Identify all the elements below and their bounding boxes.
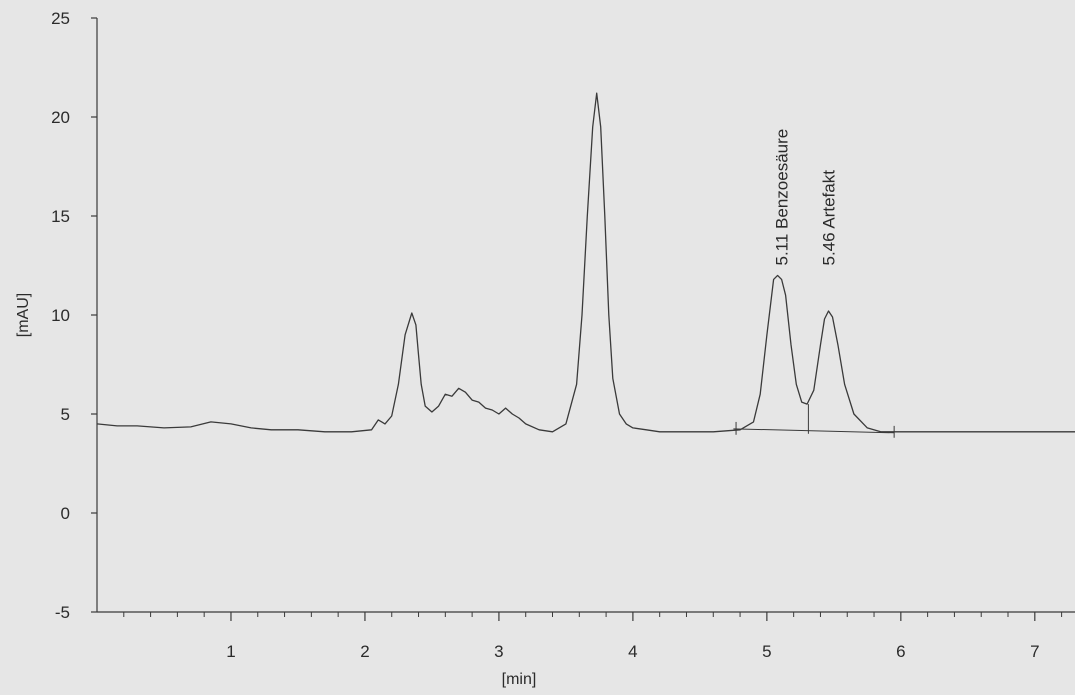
y-tick-label: 25 xyxy=(51,9,70,28)
series-group xyxy=(96,92,1075,433)
x-tick-label: 2 xyxy=(360,642,369,661)
x-tick-label: 4 xyxy=(628,642,637,661)
x-tick-label: 7 xyxy=(1030,642,1039,661)
y-tick-label: 10 xyxy=(51,306,70,325)
x-tick-label: 6 xyxy=(896,642,905,661)
x-tick-label: 3 xyxy=(494,642,503,661)
y-tick-label: 0 xyxy=(61,504,70,523)
chromatogram-trace xyxy=(96,92,1075,433)
y-tick-label: 15 xyxy=(51,207,70,226)
integration-baseline xyxy=(733,428,895,434)
axes-group: -5 0 5 10 15 20 25 1 2 3 4 5 6 7 xyxy=(51,9,1075,661)
y-tick-label: 20 xyxy=(51,108,70,127)
peak-label: 5.11 Benzoesäure xyxy=(773,129,792,266)
x-tick-label: 5 xyxy=(762,642,771,661)
y-tick-label: 5 xyxy=(61,405,70,424)
x-tick-label: 1 xyxy=(226,642,235,661)
y-tick-label: -5 xyxy=(55,603,70,622)
y-axis-label: [mAU] xyxy=(15,293,32,337)
peak-annotations: 5.11 Benzoesäure 5.46 Artefakt xyxy=(773,129,839,266)
peak-label: 5.46 Artefakt xyxy=(820,170,839,266)
x-axis-label: [min] xyxy=(502,671,537,688)
